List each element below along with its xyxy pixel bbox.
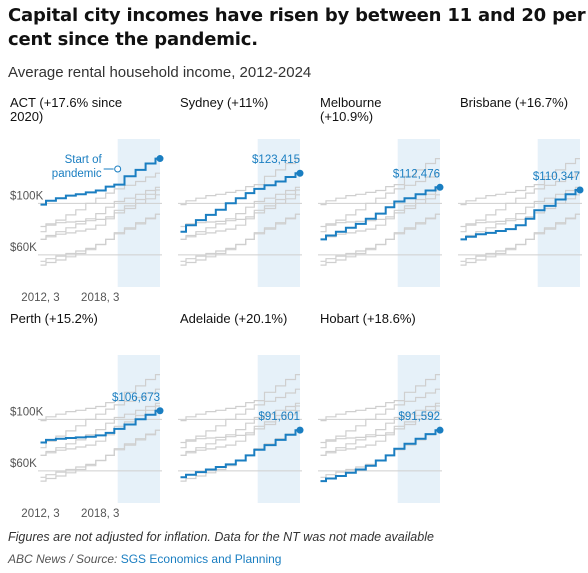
background-series-line [40,405,160,456]
panel-title-line: 2020) [10,109,43,124]
panel-title: Melbourne (+10.9%) [320,95,381,124]
background-series-line [460,186,580,240]
background-series-line [460,172,580,233]
highlight-series-line [180,172,300,233]
end-value-label: $112,476 [393,168,440,180]
background-series-line [180,189,300,240]
source-prefix: ABC News / Source: [8,552,121,566]
chart-panel: Perth (+15.2%) $106,673 $100K $60K 2012, 3 20… [10,311,164,520]
source-line: ABC News / Source: SGS Economics and Pla… [8,552,281,566]
background-series-line [180,410,300,444]
background-series-line [460,194,580,228]
footnote: Figures are not adjusted for inflation. … [8,530,434,544]
panel-title: Perth (+15.2%) [10,311,98,326]
background-series-line [320,388,440,449]
chart-panel: Melbourne (+10.9%) $112,476 [318,95,444,287]
pandemic-annotation: Start of pandemic [52,154,103,180]
background-series-line [180,194,300,228]
panel-title: ACT (+17.6% since 2020) [10,95,122,124]
background-series-line [180,388,300,449]
background-series-line [40,374,160,422]
highlight-series-line [180,429,300,479]
chart-panel: Hobart (+18.6%) $91,592 [318,311,444,503]
background-series-line [180,213,300,266]
end-point-marker [156,407,164,415]
background-series-line [180,374,300,422]
chart-panel: Adelaide (+20.1%) $91,601 [178,311,304,503]
highlight-series-line [40,409,160,444]
y-tick-label: $60K [10,242,37,254]
background-series-line [320,172,440,233]
panel-title-line: Adelaide (+20.1%) [180,311,287,326]
end-value-label: $91,592 [398,411,440,423]
x-tick-label: 2012, 3 [21,508,59,520]
chart-panel: Brisbane (+16.7%) $110,347 [458,95,584,287]
panel-title-line: Perth (+15.2%) [10,311,98,326]
panel-title: Hobart (+18.6%) [320,311,416,326]
end-value-label: $123,415 [252,154,300,166]
annotation-line: pandemic [52,168,102,180]
panel-title-line: Sydney (+11%) [180,95,268,110]
background-series-line [180,405,300,456]
background-series-line [320,402,440,456]
chart-panel: Sydney (+11%) $123,415 [178,95,304,287]
annotation-line: Start of [65,154,103,166]
background-series-line [320,374,440,422]
highlight-series-line [320,186,440,241]
end-value-label: $106,673 [112,392,160,404]
panel-title: Sydney (+11%) [180,95,268,110]
end-point-marker [436,426,444,434]
background-series-line [320,410,440,444]
background-series-line [40,402,160,456]
end-point-marker [156,155,164,163]
background-series-line [320,194,440,228]
background-series-line [320,189,440,240]
background-series-line [180,158,300,206]
y-tick-label: $60K [10,458,37,470]
background-series-line [180,186,300,240]
end-point-marker [576,186,584,194]
panel-title-line: Brisbane (+16.7%) [460,95,568,110]
background-series-line [40,189,160,240]
x-tick-label: 2018, 3 [81,292,119,304]
panel-title-line: Hobart (+18.6%) [320,311,416,326]
panel-title-line: (+10.9%) [320,109,373,124]
panel-title-line: ACT (+17.6% since [10,95,122,110]
end-value-label: $110,347 [533,171,580,183]
annotation-marker [114,165,122,173]
highlight-series-line [40,157,160,206]
background-series-line [40,194,160,228]
end-point-marker [296,426,304,434]
end-value-label: $91,601 [258,411,300,423]
end-point-marker [436,183,444,191]
source-link[interactable]: SGS Economics and Planning [120,552,282,566]
panel-title-line: Melbourne [320,95,381,110]
background-series-line [320,213,440,266]
panel-title: Adelaide (+20.1%) [180,311,287,326]
background-series-line [40,429,160,482]
background-series-line [40,186,160,240]
background-series-line [320,405,440,456]
page-title: Capital city incomes have risen by betwe… [8,5,586,50]
x-tick-label: 2012, 3 [21,292,59,304]
highlight-series-line [320,429,440,483]
background-series-line [40,388,160,449]
background-series-line [320,158,440,206]
panel-title: Brisbane (+16.7%) [460,95,568,110]
highlight-series-line [460,189,580,241]
chart-subtitle: Average rental household income, 2012-20… [8,64,312,81]
y-tick-label: $100K [10,406,44,418]
background-series-line [180,402,300,456]
background-series-line [40,213,160,266]
y-tick-label: $100K [10,190,44,202]
background-series-line [460,213,580,266]
chart-panel: ACT (+17.6% since 2020) $100K $60K 2012, 3 20… [10,95,164,304]
end-point-marker [296,169,304,177]
background-series-line [40,172,160,233]
x-tick-label: 2018, 3 [81,508,119,520]
background-series-line [460,158,580,206]
